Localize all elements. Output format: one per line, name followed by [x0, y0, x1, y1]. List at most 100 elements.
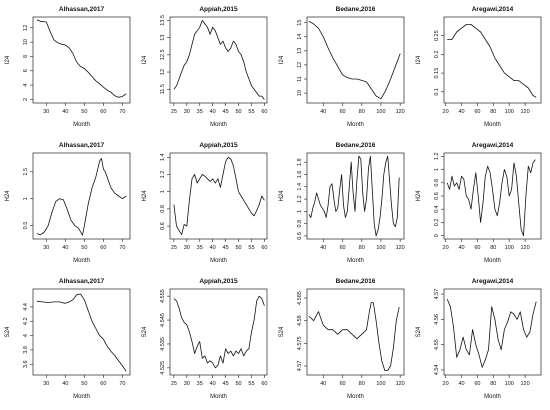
x-tick-label: 50	[81, 245, 87, 251]
y-tick-label: 0.2	[434, 219, 440, 227]
x-axis-label: Month	[210, 122, 227, 128]
x-axis-label: Month	[347, 122, 364, 128]
x-tick-label: 40	[210, 381, 216, 387]
x-tick-label: 60	[261, 245, 267, 251]
y-tick-label: 13	[297, 48, 303, 54]
plot-frame	[306, 152, 405, 240]
y-tick-label: 12	[23, 25, 29, 31]
chart-title: Alhassan,2017	[59, 142, 105, 149]
chart-panel-6: Bedane,2016 40 60 80 100 120 0.6 0.8 1 1.2 1.4 1.6 1…	[279, 142, 405, 264]
chart-panel-10: Bedane,2016 40 60 80 100 120 4.57 4.575 4.58 4.58…	[279, 278, 405, 400]
x-tick-label: 55	[248, 245, 254, 251]
y-tick-label: 4.535	[160, 337, 166, 351]
y-tick-label: 0.8	[160, 205, 166, 213]
y-tick-label: 0.6	[297, 232, 303, 240]
x-tick-label: 40	[320, 381, 326, 387]
x-tick-label: 60	[339, 381, 345, 387]
chart-title: Bedane,2016	[336, 6, 376, 13]
chart-title: Bedane,2016	[336, 278, 376, 285]
y-tick-label: 10	[297, 90, 303, 96]
chart-title: Aregawi,2014	[472, 142, 514, 149]
plot-frame	[306, 16, 405, 104]
plot-frame	[443, 152, 542, 240]
x-tick-label: 50	[81, 109, 87, 115]
chart-panel-3: Aregawi,2014 20 40 60 80 100 120 0.1 0.15 0.2 0.25…	[416, 6, 542, 128]
x-tick-label: 80	[490, 245, 496, 251]
x-tick-label: 60	[100, 109, 106, 115]
chart-panel-4: Alhassan,2017 30 40 50 60 70 0.5 1 1.5 Month H24	[5, 142, 131, 264]
x-tick-label: 30	[43, 245, 49, 251]
y-tick-label: 13	[160, 35, 166, 41]
x-tick-label: 70	[119, 109, 125, 115]
x-tick-label: 120	[396, 381, 405, 387]
x-tick-label: 100	[505, 245, 514, 251]
x-tick-label: 40	[62, 381, 68, 387]
x-tick-label: 60	[100, 245, 106, 251]
x-tick-label: 40	[210, 245, 216, 251]
x-tick-label: 20	[443, 381, 449, 387]
plot-frame	[306, 288, 405, 376]
y-tick-label: 0	[434, 234, 440, 237]
y-tick-label: 0.8	[297, 220, 303, 228]
plot-frame	[443, 16, 542, 104]
y-tick-label: 12	[160, 69, 166, 75]
x-tick-label: 70	[119, 381, 125, 387]
y-tick-label: 1	[23, 197, 29, 200]
chart-panel-9: Appiah,2015 25 30 35 40 45 50 55 60 4.525 4.535 4.5…	[142, 278, 267, 400]
chart-title: Appiah,2015	[199, 278, 238, 285]
x-tick-label: 60	[261, 109, 267, 115]
x-tick-label: 70	[119, 245, 125, 251]
x-axis-label: Month	[347, 394, 364, 400]
plot-frame	[443, 288, 542, 376]
plot-frame	[169, 16, 268, 104]
y-tick-label: 4	[23, 84, 29, 87]
x-axis-label: Month	[73, 394, 90, 400]
x-tick-label: 45	[223, 245, 229, 251]
x-tick-label: 60	[261, 381, 267, 387]
x-axis-label: Month	[73, 258, 90, 264]
x-axis-label: Month	[210, 258, 227, 264]
plot-frame	[32, 152, 131, 240]
y-tick-label: 0.2	[434, 51, 440, 59]
y-tick-label: 4.585	[297, 291, 303, 305]
x-tick-label: 80	[359, 245, 365, 251]
y-tick-label: 1.8	[297, 158, 303, 166]
x-tick-label: 80	[359, 109, 365, 115]
y-tick-label: 4.4	[23, 303, 29, 311]
x-tick-label: 20	[443, 245, 449, 251]
series-line	[308, 302, 400, 371]
x-tick-label: 100	[376, 109, 385, 115]
y-tick-label: 0.1	[434, 88, 440, 96]
y-tick-label: 11.5	[160, 84, 166, 94]
y-tick-label: 1.5	[23, 168, 29, 176]
chart-title: Alhassan,2017	[59, 6, 105, 13]
y-tick-label: 8	[23, 55, 29, 58]
x-tick-label: 120	[396, 245, 405, 251]
plot-frame	[169, 288, 268, 376]
series-line	[173, 295, 265, 369]
chart-title: Aregawi,2014	[472, 278, 514, 285]
chart-panel-0: Alhassan,2017 30 40 50 60 70 2 4 6 8 10 12 Month I24	[5, 6, 131, 128]
x-tick-label: 60	[474, 381, 480, 387]
x-axis-label: Month	[484, 258, 501, 264]
y-tick-label: 14	[297, 34, 303, 40]
plot-frame	[32, 288, 131, 376]
x-tick-label: 35	[197, 381, 203, 387]
y-tick-label: 0.8	[434, 179, 440, 187]
chart-panel-2: Bedane,2016 40 60 80 100 120 10 11 12 13 14 15 Month…	[279, 6, 405, 128]
x-tick-label: 120	[521, 245, 530, 251]
series-line	[308, 20, 401, 100]
x-tick-label: 40	[320, 109, 326, 115]
chart-panel-5: Appiah,2015 25 30 35 40 45 50 55 60 0.6 0.8 1 1.2 1.4…	[142, 142, 267, 264]
x-axis-label: Month	[210, 394, 227, 400]
y-tick-label: 10	[23, 39, 29, 45]
series-line	[36, 293, 127, 372]
y-axis-label: H24	[142, 190, 148, 202]
x-tick-label: 80	[359, 381, 365, 387]
y-axis-label: I24	[142, 55, 148, 64]
y-tick-label: 1.2	[434, 152, 440, 160]
x-tick-label: 40	[62, 109, 68, 115]
x-tick-label: 25	[171, 245, 177, 251]
y-tick-label: 0.15	[434, 68, 440, 79]
y-tick-label: 4.54	[434, 365, 440, 376]
